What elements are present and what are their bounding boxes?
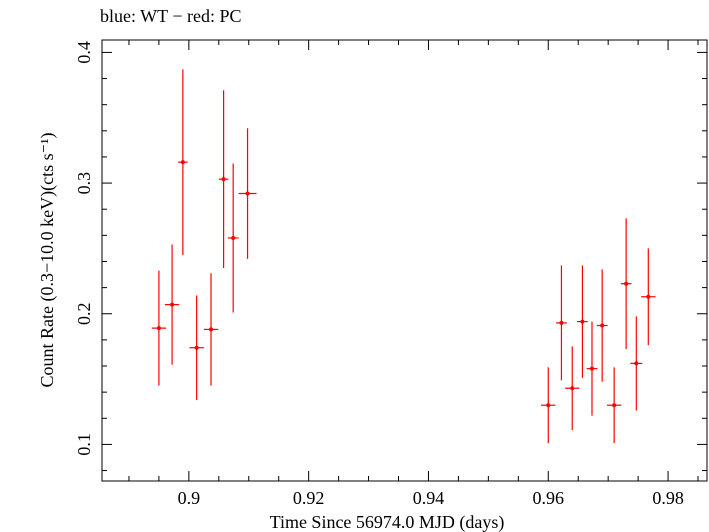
data-point <box>620 218 632 350</box>
data-point <box>203 273 219 386</box>
data-point <box>227 163 239 313</box>
data-marker <box>156 326 161 331</box>
axis-ticks <box>102 40 707 481</box>
y-axis-label: Count Rate (0.3−10.0 keV)(cts s⁻¹) <box>37 132 58 387</box>
data-point <box>556 265 567 381</box>
data-point <box>189 295 204 400</box>
chart-title: blue: WT − red: PC <box>100 6 241 26</box>
y-tick-label: 0.3 <box>74 172 94 195</box>
data-point <box>218 90 229 269</box>
y-tick-label: 0.1 <box>74 433 94 456</box>
data-point <box>151 270 167 386</box>
x-tick-label: 0.92 <box>293 488 325 508</box>
data-marker <box>180 160 185 165</box>
data-marker <box>570 386 575 391</box>
data-point <box>164 244 180 365</box>
x-axis-label: Time Since 56974.0 MJD (days) <box>270 512 505 532</box>
data-marker <box>559 320 564 325</box>
data-point <box>238 128 257 259</box>
data-point <box>178 69 188 255</box>
data-point <box>596 269 608 382</box>
data-marker <box>170 302 175 307</box>
data-marker <box>580 319 585 324</box>
data-marker <box>589 366 594 371</box>
data-point <box>541 367 556 444</box>
data-point <box>586 321 598 416</box>
plot-frame <box>101 39 708 482</box>
data-marker <box>600 323 605 328</box>
tick-labels: 0.9 0.92 0.94 0.96 0.98 0.1 0.2 0.3 0.4 <box>74 41 684 508</box>
data-point <box>630 316 643 411</box>
data-marker <box>209 327 214 332</box>
data-marker <box>624 281 629 286</box>
data-point <box>606 367 622 444</box>
data-marker <box>231 235 236 240</box>
data-point <box>565 346 580 431</box>
data-marker <box>634 361 639 366</box>
data-marker <box>245 191 250 196</box>
x-tick-label: 0.94 <box>413 488 445 508</box>
data-marker <box>194 345 199 350</box>
data-point <box>577 265 588 378</box>
data-marker <box>221 177 226 182</box>
data-marker <box>546 403 551 408</box>
x-tick-label: 0.96 <box>533 488 565 508</box>
data-marker <box>612 403 617 408</box>
data-points <box>151 69 656 444</box>
data-marker <box>646 294 651 299</box>
data-point <box>641 248 656 346</box>
y-tick-label: 0.2 <box>74 302 94 325</box>
x-tick-label: 0.98 <box>652 488 684 508</box>
y-tick-label: 0.4 <box>74 41 94 64</box>
x-tick-label: 0.9 <box>178 488 201 508</box>
